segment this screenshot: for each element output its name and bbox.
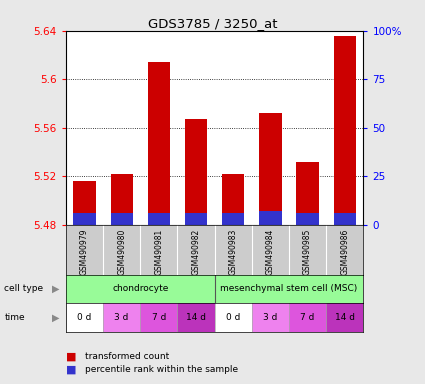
Bar: [140, 303, 178, 332]
Text: 0 d: 0 d: [226, 313, 241, 322]
Bar: [110, 174, 133, 225]
Text: GSM490983: GSM490983: [229, 228, 238, 275]
Bar: [103, 303, 140, 332]
Text: 14 d: 14 d: [186, 313, 206, 322]
Text: ▶: ▶: [52, 313, 60, 323]
Text: GSM490984: GSM490984: [266, 228, 275, 275]
Text: ■: ■: [66, 351, 76, 361]
Bar: [148, 62, 170, 225]
Bar: [252, 303, 289, 332]
Bar: [259, 113, 281, 225]
Text: mesenchymal stem cell (MSC): mesenchymal stem cell (MSC): [221, 285, 357, 293]
Bar: [259, 211, 281, 225]
Text: GSM490982: GSM490982: [192, 228, 201, 275]
Text: GSM490979: GSM490979: [80, 228, 89, 275]
Text: GDS3785 / 3250_at: GDS3785 / 3250_at: [148, 17, 277, 30]
Text: 7 d: 7 d: [152, 313, 166, 322]
Text: chondrocyte: chondrocyte: [112, 285, 168, 293]
Text: GSM490985: GSM490985: [303, 228, 312, 275]
Text: 3 d: 3 d: [114, 313, 129, 322]
Text: percentile rank within the sample: percentile rank within the sample: [85, 365, 238, 374]
Bar: [334, 213, 356, 225]
Bar: [289, 303, 326, 332]
Bar: [296, 162, 319, 225]
Bar: [296, 213, 319, 225]
Bar: [148, 213, 170, 225]
Bar: [73, 213, 96, 225]
Bar: [73, 181, 96, 225]
Text: GSM490981: GSM490981: [154, 228, 163, 275]
Text: 7 d: 7 d: [300, 313, 315, 322]
Bar: [326, 303, 363, 332]
Bar: [215, 275, 363, 303]
Text: time: time: [4, 313, 25, 322]
Text: transformed count: transformed count: [85, 352, 169, 361]
Bar: [66, 275, 215, 303]
Text: 14 d: 14 d: [335, 313, 355, 322]
Bar: [222, 213, 244, 225]
Bar: [66, 303, 103, 332]
Bar: [222, 174, 244, 225]
Bar: [215, 303, 252, 332]
Bar: [178, 303, 215, 332]
Text: cell type: cell type: [4, 284, 43, 293]
Text: GSM490986: GSM490986: [340, 228, 349, 275]
Text: ■: ■: [66, 364, 76, 374]
Text: 0 d: 0 d: [77, 313, 92, 322]
Text: ▶: ▶: [52, 284, 60, 294]
Bar: [334, 36, 356, 225]
Bar: [110, 213, 133, 225]
Text: 3 d: 3 d: [263, 313, 278, 322]
Bar: [185, 119, 207, 225]
Bar: [185, 213, 207, 225]
Text: GSM490980: GSM490980: [117, 228, 126, 275]
